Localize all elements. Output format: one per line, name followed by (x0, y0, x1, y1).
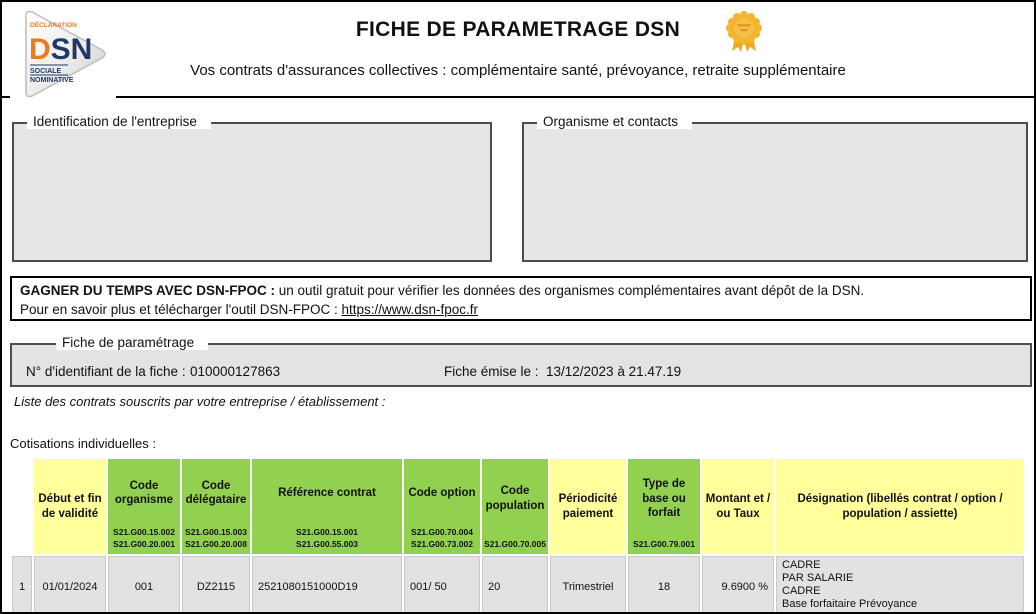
organisme-legend: Organisme et contacts (537, 114, 693, 129)
table-cell: 2521080151000D19 (252, 556, 402, 612)
table-cell: 18 (628, 556, 700, 612)
column-header: Code organisme S21.G00.15.002 S21.G00.20.0… (108, 459, 180, 554)
contracts-list-intro: Liste des contrats souscrits par votre e… (14, 394, 386, 409)
fpoc-line2-prefix: Pour en savoir plus et télécharger l'out… (20, 302, 342, 317)
column-label: Code population (485, 485, 545, 512)
column-header: Périodicité paiement (550, 459, 626, 554)
column-s21-codes: S21.G00.70.005 (484, 538, 546, 549)
column-header: Type de base ou forfait S21.G00.79.001 (628, 459, 700, 554)
column-header: Désignation (libellés contrat / option /… (776, 459, 1024, 554)
svg-text:NOMINATIVE: NOMINATIVE (30, 77, 74, 84)
cotisations-table: Début et fin de validité Code organisme S2… (10, 457, 1026, 612)
table-cell: 01/01/2024 (34, 556, 106, 612)
column-header: Code option S21.G00.70.004 S21.G00.73.002 (404, 459, 480, 554)
column-s21-codes: S21.G00.70.004 S21.G00.73.002 (411, 527, 473, 549)
column-label (12, 459, 32, 554)
table-cell: 001 (108, 556, 180, 612)
svg-text:DÉCLARATION: DÉCLARATION (30, 20, 77, 29)
fpoc-line1: GAGNER DU TEMPS AVEC DSN-FPOC : un outil… (20, 281, 1022, 300)
document-header: FICHE DE PARAMETRAGE DSN (2, 2, 1034, 98)
table-cell: CADRE PAR SALARIE CADRE Base forfaitaire Pr… (776, 556, 1024, 612)
document-subtitle: Vos contrats d'assurances collectives : … (190, 62, 846, 79)
fiche-legend: Fiche de paramétrage (56, 335, 209, 350)
column-label: Type de base ou forfait (642, 478, 686, 519)
identification-legend: Identification de l'entreprise (27, 114, 211, 129)
fpoc-line2: Pour en savoir plus et télécharger l'out… (20, 300, 1022, 319)
medal-rosette-icon (724, 11, 764, 58)
table-body: 1 01/01/2024 001 DZ2115 2521080151000D19 001/… (12, 556, 1024, 612)
fiche-emitted-value: 13/12/2023 à 21.47.19 (546, 364, 682, 379)
fiche-id-value: 010000127863 (190, 364, 281, 379)
svg-text:SOCIALE: SOCIALE (30, 68, 61, 75)
fiche-parametrage-box: Fiche de paramétrage N° d'identifiant de… (10, 335, 1032, 387)
identification-entreprise-box: Identification de l'entreprise (12, 114, 492, 262)
column-header: Référence contrat S21.G00.15.001 S21.G00.5… (252, 459, 402, 554)
column-label: Début et fin de validité (38, 493, 102, 520)
dsn-logo: DÉCLARATION DSN SOCIALE NOMINATIVE (10, 6, 116, 101)
column-label: Montant et / ou Taux (705, 493, 771, 520)
table-row: 1 01/01/2024 001 DZ2115 2521080151000D19 001/… (12, 556, 1024, 612)
column-s21-codes: S21.G00.15.002 S21.G00.20.001 (113, 527, 175, 549)
fpoc-link[interactable]: https://www.dsn-fpoc.fr (341, 302, 479, 317)
page-title: FICHE DE PARAMETRAGE DSN (355, 18, 681, 41)
column-label: Code délégataire (185, 479, 247, 507)
row-number-cell: 1 (12, 556, 32, 612)
fpoc-banner: GAGNER DU TEMPS AVEC DSN-FPOC : un outil… (10, 276, 1032, 321)
fiche-id-label: N° d'identifiant de la fiche : (26, 364, 186, 379)
svg-text:DSN: DSN (29, 33, 92, 66)
cotisations-section-title: Cotisations individuelles : (10, 436, 156, 451)
column-s21-codes: S21.G00.15.003 S21.G00.20.008 (185, 527, 247, 549)
column-label: Référence contrat (278, 486, 376, 499)
organisme-contacts-box: Organisme et contacts (522, 114, 1028, 262)
column-label: Périodicité paiement (558, 493, 618, 520)
table-cell: 20 (482, 556, 548, 612)
row-number-header (12, 459, 32, 554)
table-head: Début et fin de validité Code organisme S2… (12, 459, 1024, 554)
column-label: Désignation (libellés contrat / option /… (797, 493, 1003, 520)
fpoc-bold-intro: GAGNER DU TEMPS AVEC DSN-FPOC : (20, 283, 276, 298)
column-s21-codes: S21.G00.79.001 (633, 538, 695, 549)
table-cell: 9.6900 % (702, 556, 774, 612)
table-cell: Trimestriel (550, 556, 626, 612)
column-header: Début et fin de validité (34, 459, 106, 554)
column-label: Code option (408, 486, 476, 499)
column-label: Code organisme (114, 479, 174, 507)
fiche-emitted-label: Fiche émise le : (444, 364, 539, 379)
column-header: Code population S21.G00.70.005 (482, 459, 548, 554)
column-header: Code délégataire S21.G00.15.003 S21.G00.20… (182, 459, 250, 554)
column-s21-codes: S21.G00.15.001 S21.G00.55.003 (296, 527, 358, 549)
table-cell: DZ2115 (182, 556, 250, 612)
fpoc-line1-rest: un outil gratuit pour vérifier les donné… (275, 283, 865, 298)
column-header: Montant et / ou Taux (702, 459, 774, 554)
table-cell: 001/ 50 (404, 556, 480, 612)
